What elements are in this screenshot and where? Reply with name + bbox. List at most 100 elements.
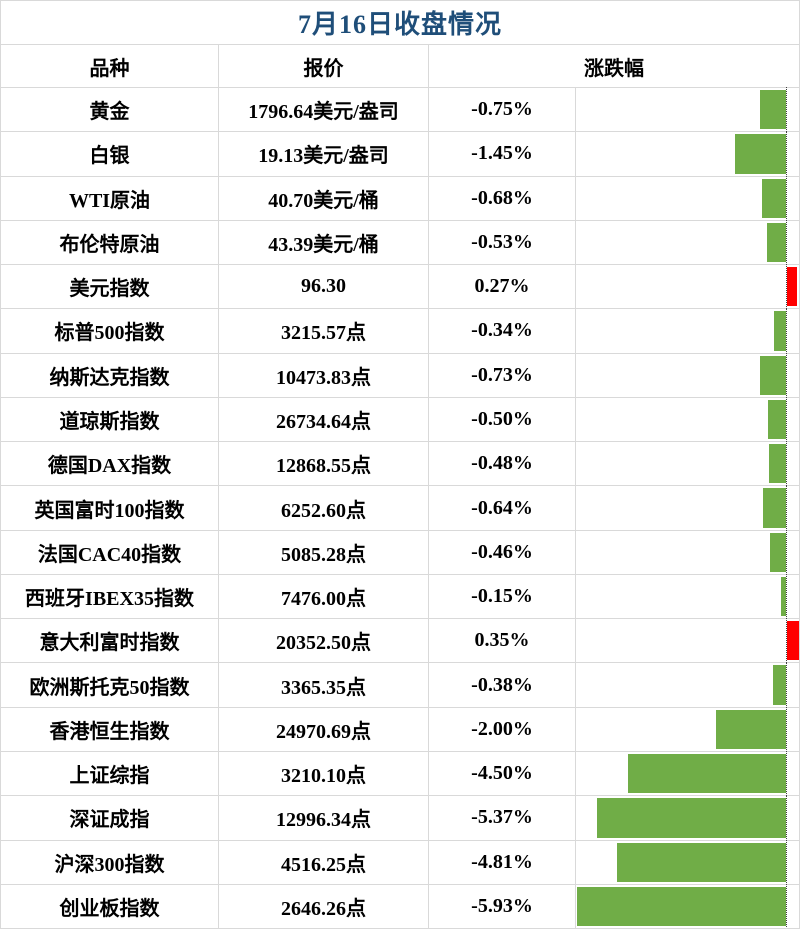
change-percent: -0.68%: [429, 176, 576, 220]
table-header-row: 品种 报价 涨跌幅: [1, 45, 799, 88]
change-bar: [759, 90, 786, 130]
change-bar-cell: [576, 706, 799, 752]
zero-axis-line: [786, 706, 787, 752]
instrument-name: WTI原油: [1, 176, 219, 220]
table-row: 白银 19.13美元/盎司 -1.45%: [1, 131, 799, 177]
change-bar-cell: [576, 308, 799, 354]
instrument-name: 美元指数: [1, 265, 219, 309]
table-row: 香港恒生指数 24970.69点 -2.00%: [1, 706, 799, 752]
change-percent: -5.37%: [429, 796, 576, 840]
change-bar: [715, 709, 786, 749]
instrument-name: 上证综指: [1, 751, 219, 796]
table-row: 德国DAX指数 12868.55点 -0.48%: [1, 441, 799, 487]
instrument-name: 创业板指数: [1, 884, 219, 928]
table-row: 布伦特原油 43.39美元/桶 -0.53%: [1, 219, 799, 266]
change-bar-cell: [576, 573, 799, 620]
change-bar: [767, 222, 786, 263]
change-percent: -4.81%: [429, 840, 576, 884]
table-row: 道琼斯指数 26734.64点 -0.50%: [1, 396, 799, 443]
table-row: 意大利富时指数 20352.50点 0.35%: [1, 618, 799, 664]
change-bar: [787, 267, 797, 307]
table-row: 上证综指 3210.10点 -4.50%: [1, 750, 799, 797]
table-row: 创业板指数 2646.26点 -5.93%: [1, 883, 799, 928]
change-percent: -0.38%: [429, 663, 576, 707]
change-bar-cell: [576, 750, 799, 797]
instrument-quote: 20352.50点: [219, 619, 429, 663]
instrument-name: 标普500指数: [1, 309, 219, 353]
table-row: 西班牙IBEX35指数 7476.00点 -0.15%: [1, 573, 799, 620]
change-bar-cell: [576, 87, 799, 133]
instrument-name: 黄金: [1, 88, 219, 132]
table-row: 沪深300指数 4516.25点 -4.81%: [1, 839, 799, 885]
zero-axis-line: [786, 839, 787, 885]
instrument-quote: 3210.10点: [219, 751, 429, 796]
change-percent: -0.48%: [429, 442, 576, 486]
change-bar-cell: [576, 175, 799, 221]
zero-axis-line: [786, 795, 787, 841]
change-bar-cell: [576, 264, 799, 310]
zero-axis-line: [786, 573, 787, 620]
change-percent: -4.50%: [429, 751, 576, 796]
instrument-quote: 7476.00点: [219, 574, 429, 619]
table-row: 标普500指数 3215.57点 -0.34%: [1, 308, 799, 354]
change-percent: -0.50%: [429, 397, 576, 442]
change-percent: -0.64%: [429, 486, 576, 530]
column-header-name: 品种: [1, 45, 219, 87]
instrument-name: 欧洲斯托克50指数: [1, 663, 219, 707]
zero-axis-line: [786, 618, 787, 664]
change-bar: [763, 488, 786, 528]
instrument-name: 法国CAC40指数: [1, 530, 219, 574]
change-bar: [760, 355, 786, 395]
column-header-change: 涨跌幅: [584, 57, 644, 80]
change-bar: [627, 753, 786, 794]
change-bar-cell: [576, 618, 799, 664]
change-bar: [734, 134, 786, 174]
instrument-quote: 1796.64美元/盎司: [219, 88, 429, 132]
change-percent: -0.46%: [429, 530, 576, 574]
change-percent: -2.00%: [429, 707, 576, 751]
change-bar-cell: [576, 396, 799, 443]
change-percent: 0.27%: [429, 265, 576, 309]
change-bar-cell: [576, 839, 799, 885]
change-bar-cell: [576, 662, 799, 708]
instrument-quote: 3215.57点: [219, 309, 429, 353]
instrument-quote: 24970.69点: [219, 707, 429, 751]
instrument-quote: 3365.35点: [219, 663, 429, 707]
instrument-quote: 5085.28点: [219, 530, 429, 574]
change-bar: [768, 399, 786, 440]
instrument-name: 沪深300指数: [1, 840, 219, 884]
zero-axis-line: [786, 219, 787, 266]
instrument-quote: 40.70美元/桶: [219, 176, 429, 220]
change-bar-cell: [576, 529, 799, 575]
zero-axis-line: [786, 485, 787, 531]
change-bar: [577, 886, 786, 927]
instrument-quote: 6252.60点: [219, 486, 429, 530]
instrument-quote: 12996.34点: [219, 796, 429, 840]
change-percent: -0.73%: [429, 353, 576, 397]
zero-axis-line: [786, 883, 787, 928]
change-bar-cell: [576, 219, 799, 266]
change-bar: [596, 798, 786, 838]
change-bar-cell: [576, 485, 799, 531]
instrument-name: 深证成指: [1, 796, 219, 840]
table-body: 黄金 1796.64美元/盎司 -0.75% 白银 19.13美元/盎司 -1.…: [1, 87, 799, 928]
instrument-name: 西班牙IBEX35指数: [1, 574, 219, 619]
column-header-quote: 报价: [219, 45, 429, 87]
instrument-quote: 2646.26点: [219, 884, 429, 928]
zero-axis-line: [786, 308, 787, 354]
table-row: 英国富时100指数 6252.60点 -0.64%: [1, 485, 799, 531]
instrument-name: 意大利富时指数: [1, 619, 219, 663]
change-percent: -1.45%: [429, 132, 576, 176]
instrument-name: 白银: [1, 132, 219, 176]
zero-axis-line: [786, 87, 787, 133]
change-bar: [780, 576, 786, 617]
change-bar-cell: [576, 441, 799, 487]
instrument-name: 英国富时100指数: [1, 486, 219, 530]
change-bar: [762, 178, 786, 218]
zero-axis-line: [786, 662, 787, 708]
zero-axis-line: [786, 529, 787, 575]
zero-axis-line: [786, 175, 787, 221]
table-row: 黄金 1796.64美元/盎司 -0.75%: [1, 87, 799, 133]
change-bar: [787, 621, 799, 661]
